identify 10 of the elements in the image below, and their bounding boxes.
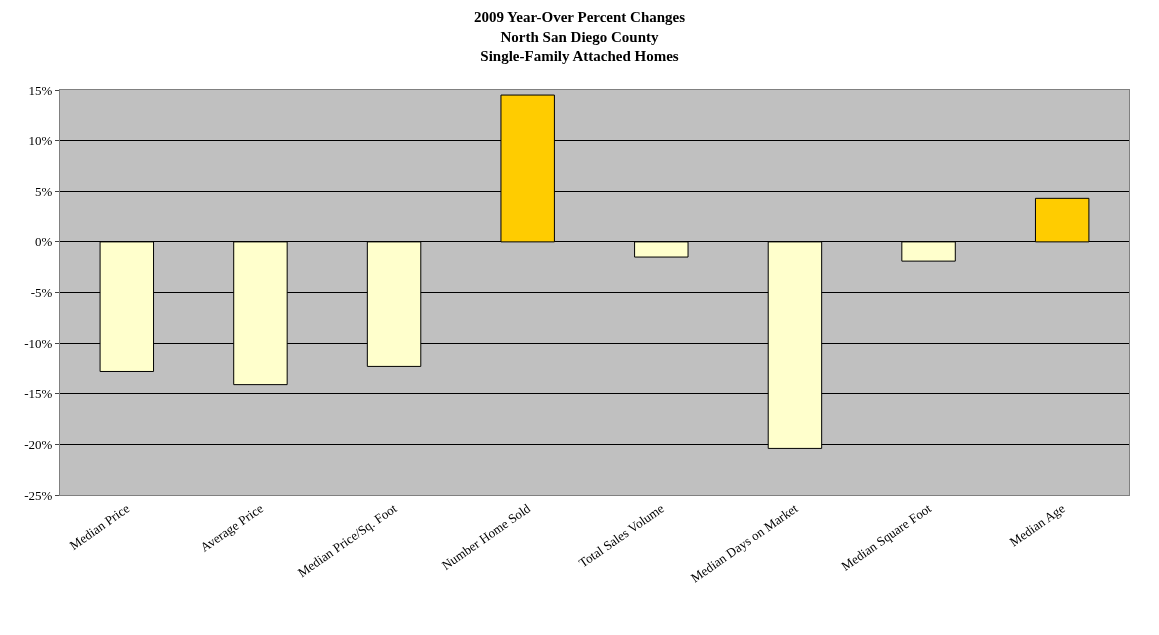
- y-tick-label: -25%: [24, 487, 53, 503]
- y-tick-label: -15%: [24, 386, 53, 402]
- y-tick-label: 15%: [28, 82, 53, 98]
- y-tick-label: 0%: [35, 234, 53, 250]
- y-tick-label: -10%: [24, 335, 53, 351]
- y-tick-label: 5%: [35, 183, 53, 199]
- y-tick-label: 10%: [28, 133, 53, 149]
- y-tick-label: -5%: [30, 285, 53, 301]
- chart-title: 2009 Year-Over Percent Changes North San Diego County Single-Family Attached Homes: [473, 9, 686, 65]
- y-tick-label: -20%: [24, 436, 53, 452]
